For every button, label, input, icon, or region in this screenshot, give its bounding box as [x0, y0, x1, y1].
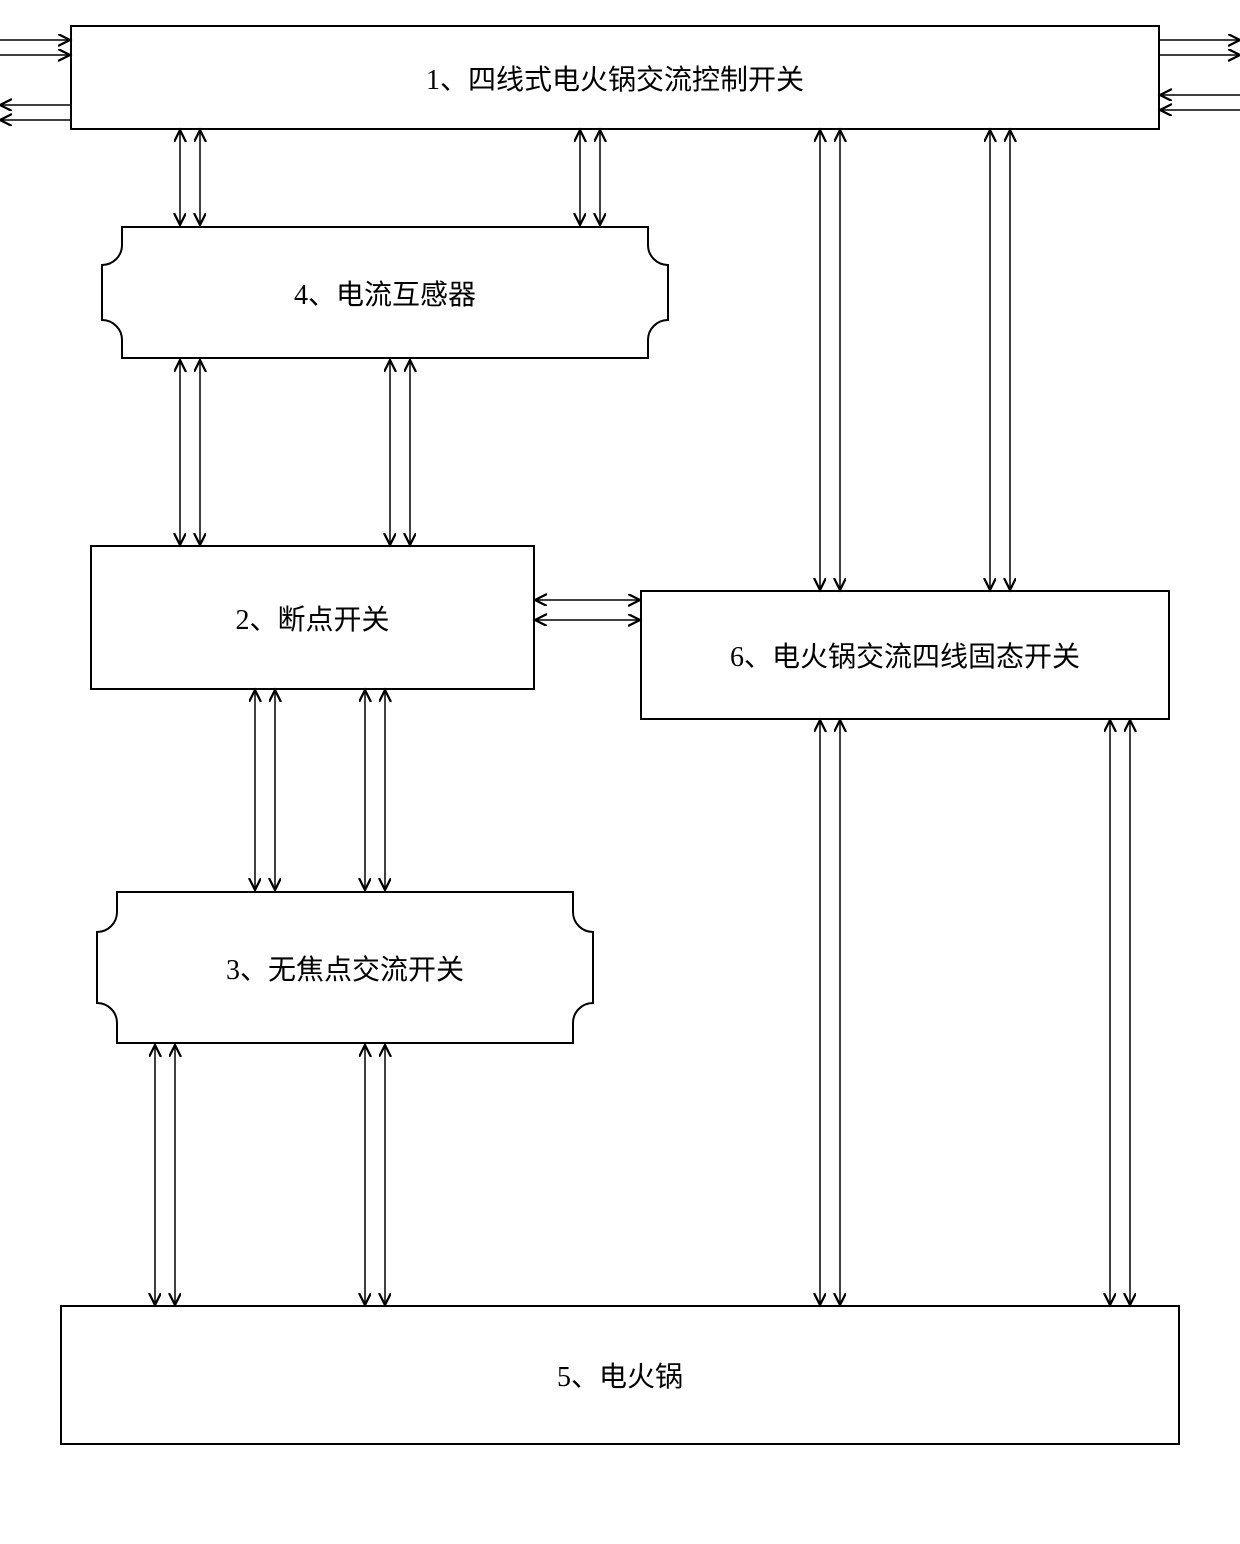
node-4-label: 4、电流互感器 [294, 273, 476, 313]
node-6-label: 6、电火锅交流四线固态开关 [730, 635, 1080, 675]
node-1: 1、四线式电火锅交流控制开关 [70, 25, 1160, 130]
node-1-label: 1、四线式电火锅交流控制开关 [426, 58, 804, 98]
node-2-label: 2、断点开关 [235, 598, 389, 638]
node-2: 2、断点开关 [90, 545, 535, 690]
node-6: 6、电火锅交流四线固态开关 [640, 590, 1170, 720]
node-3: 3、无焦点交流开关 [95, 890, 595, 1045]
node-5: 5、电火锅 [60, 1305, 1180, 1445]
node-4: 4、电流互感器 [100, 225, 670, 360]
node-5-label: 5、电火锅 [557, 1355, 683, 1395]
node-3-label: 3、无焦点交流开关 [226, 948, 464, 988]
